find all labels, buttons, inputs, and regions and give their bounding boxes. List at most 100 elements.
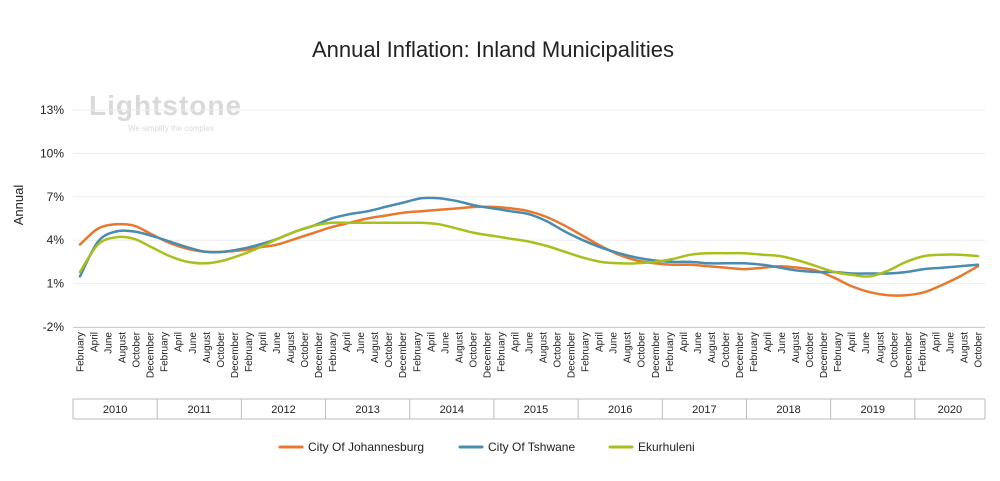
x-tick-label: April [258,332,269,352]
x-tick-label: June [525,332,536,354]
x-tick-label: February [581,332,592,372]
x-tick-label: April [595,332,606,352]
legend-item: City Of Johannesburg [278,440,424,454]
year-label: 2019 [861,404,885,416]
year-label: 2020 [938,404,962,416]
x-tick-label: August [959,332,970,363]
y-tick-label: 1% [47,277,65,291]
x-tick-label: April [510,332,521,352]
year-label: 2011 [187,404,211,416]
year-label: 2017 [692,404,716,416]
year-label: 2010 [103,404,127,416]
year-label: 2016 [608,404,632,416]
x-tick-label: August [370,332,381,363]
x-tick-label: August [791,332,802,363]
x-tick-label: June [693,332,704,354]
x-tick-label: August [875,332,886,363]
x-tick-label: December [735,331,746,378]
series-line-city-of-tshwane [78,196,980,278]
watermark-brand: Lightstone [89,90,242,121]
x-tick-label: August [118,332,129,363]
x-tick-label: February [76,332,87,372]
x-tick-label: June [861,332,872,354]
x-tick-label: June [945,332,956,354]
year-axis: 2010 2011 2012 2013 2014 2015 2016 2017 2018 2019… [72,398,986,420]
y-axis-label: Annual [11,185,26,226]
legend-label: City Of Tshwane [488,440,575,454]
series-line-ekurhuleni [78,221,980,278]
y-tick-label: 4% [47,233,65,247]
x-tick-label: August [539,332,550,363]
x-tick-label: February [244,332,255,372]
x-tick-label: August [454,332,465,363]
x-tick-label: October [300,331,311,367]
x-tick-label: December [482,331,493,378]
x-tick-label: June [609,332,620,354]
x-tick-label: October [216,331,227,367]
x-tick-label: October [805,331,816,367]
watermark: Lightstone We simplify the complex [89,90,242,133]
x-tick-label: December [398,331,409,378]
x-tick-label: February [496,332,507,372]
x-tick-label: October [637,331,648,367]
x-tick-label: April [342,332,353,352]
y-tick-label: 7% [47,190,65,204]
x-tick-label: February [412,332,423,372]
x-tick-label: April [426,332,437,352]
x-tick-label: August [707,332,718,363]
legend-item: City Of Tshwane [458,440,575,454]
legend-label: City Of Johannesburg [308,440,424,454]
x-tick-label: April [763,332,774,352]
x-axis-ticks: February April June August October December Fe… [76,331,985,378]
x-tick-label: December [230,331,241,378]
x-tick-label: February [328,332,339,372]
chart-title: Annual Inflation: Inland Municipalities [312,37,674,62]
x-tick-label: December [903,331,914,378]
x-tick-label: October [384,331,395,367]
x-tick-label: February [833,332,844,372]
y-tick-label: 13% [40,103,64,117]
y-tick-label: 10% [40,146,64,160]
x-tick-label: February [665,332,676,372]
year-label: 2018 [776,404,800,416]
legend-label: Ekurhuleni [638,440,695,454]
x-tick-label: December [146,331,157,378]
x-tick-label: October [553,331,564,367]
year-label: 2012 [271,404,295,416]
x-tick-label: February [749,332,760,372]
x-tick-label: June [440,332,451,354]
x-tick-label: June [777,332,788,354]
x-tick-label: October [468,331,479,367]
gridlines [73,109,985,328]
x-tick-label: October [889,331,900,367]
x-tick-label: December [651,331,662,378]
legend: City Of Johannesburg City Of Tshwane Ekurh… [278,440,695,454]
x-tick-label: December [314,331,325,378]
y-axis-ticks: -2% 1% 4% 7% 10% 13% [40,103,64,334]
x-tick-label: February [917,332,928,372]
year-label: 2013 [355,404,379,416]
series-lines [78,196,980,297]
x-tick-label: October [721,331,732,367]
legend-item: Ekurhuleni [608,440,695,454]
x-tick-label: April [90,332,101,352]
y-tick-label: -2% [43,320,65,334]
year-label: 2014 [440,404,464,416]
year-label: 2015 [524,404,548,416]
x-tick-label: December [567,331,578,378]
x-tick-label: February [160,332,171,372]
x-tick-label: August [623,332,634,363]
x-tick-label: April [847,332,858,352]
x-tick-label: June [272,332,283,354]
x-tick-label: April [174,332,185,352]
watermark-tagline: We simplify the complex [128,124,214,133]
x-tick-label: June [356,332,367,354]
x-tick-label: April [679,332,690,352]
x-tick-label: October [973,331,984,367]
x-tick-label: October [132,331,143,367]
x-tick-label: June [188,332,199,354]
x-tick-label: June [104,332,115,354]
x-tick-label: December [819,331,830,378]
x-tick-label: August [202,332,213,363]
